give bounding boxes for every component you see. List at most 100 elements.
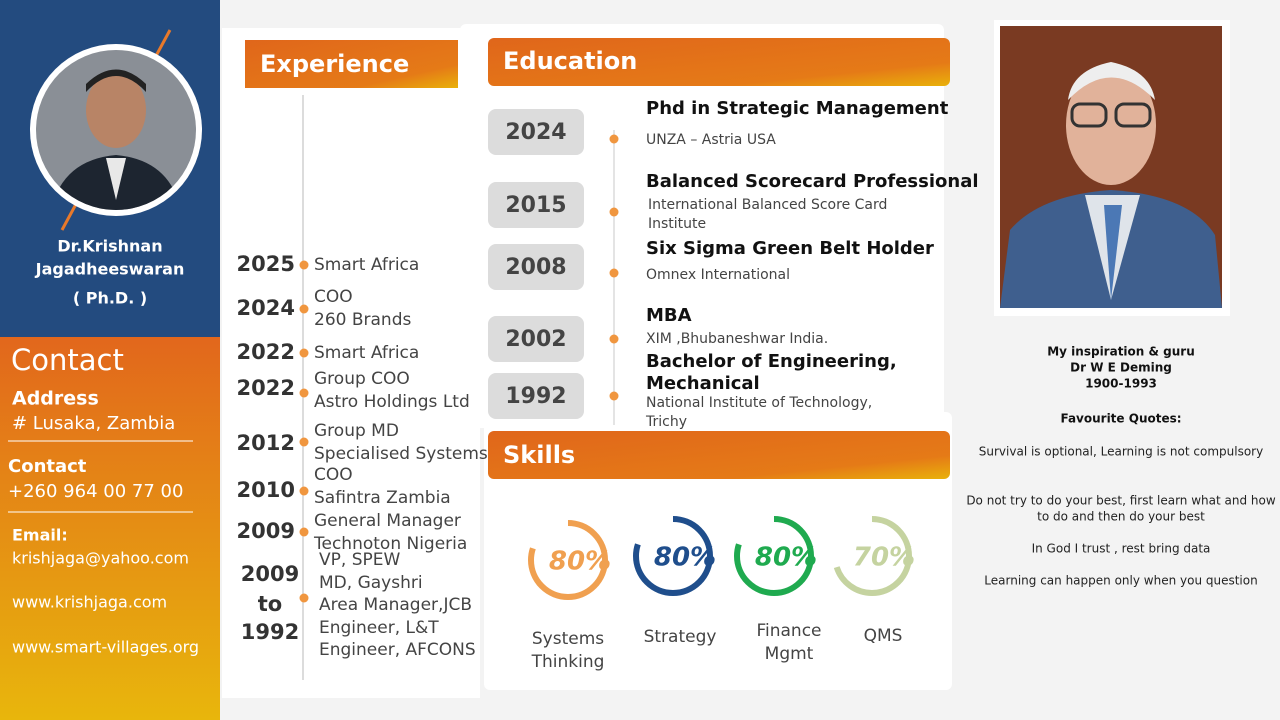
timeline-dot — [609, 334, 619, 344]
exp-line: COO — [314, 287, 353, 307]
quote: Survival is optional, Learning is not co… — [979, 445, 1263, 459]
exp-year: 2009 — [237, 519, 295, 543]
email: krishjaga@yahoo.com — [12, 549, 189, 568]
section-title: Skills — [503, 441, 575, 469]
name: Jagadheeswaran — [35, 260, 185, 279]
exp-line: VP, SPEW — [319, 550, 400, 570]
name: ( Ph.D. ) — [73, 289, 147, 308]
skills-panel — [484, 412, 952, 690]
exp-year: 2010 — [237, 478, 295, 502]
exp-year: 2012 — [237, 431, 295, 455]
exp-line: Smart Africa — [314, 255, 419, 275]
year-box — [488, 182, 584, 228]
section-title: Education — [503, 47, 637, 75]
edu-title: Balanced Scorecard Professional — [646, 171, 979, 192]
skill-name: QMS — [864, 626, 903, 646]
year-box — [488, 109, 584, 155]
exp-line: Safintra Zambia — [314, 488, 451, 508]
skill-gauge — [832, 516, 912, 596]
deming-photo — [1000, 26, 1222, 308]
skill-gauge — [633, 516, 713, 596]
year-box — [488, 316, 584, 362]
caption: My inspiration & guru — [1047, 345, 1195, 359]
exp-line: Engineer, AFCONS — [319, 640, 476, 660]
skill-name: Mgmt — [765, 644, 814, 664]
exp-year: 2009 — [241, 562, 299, 586]
exp-line: Astro Holdings Ltd — [314, 392, 470, 412]
quote: Learning can happen only when you questi… — [984, 574, 1257, 588]
edu-detail: Trichy — [645, 414, 687, 430]
timeline-dot — [609, 268, 619, 278]
exp-line: MD, Gayshri — [319, 573, 423, 593]
edu-detail: National Institute of Technology, — [646, 395, 872, 411]
exp-line: Smart Africa — [314, 343, 419, 363]
experience-panel — [222, 28, 480, 698]
skill-gauge — [528, 520, 608, 600]
edu-year: 2015 — [505, 193, 566, 218]
timeline-dot — [299, 437, 309, 447]
website: www.smart-villages.org — [12, 638, 199, 657]
edu-title: Six Sigma Green Belt Holder — [646, 238, 934, 259]
quote: to do and then do your best — [1037, 510, 1205, 524]
exp-line: Engineer, L&T — [319, 618, 439, 638]
skill-name: Finance — [756, 621, 821, 641]
exp-year: 1992 — [241, 620, 299, 644]
edu-title: Bachelor of Engineering, — [646, 351, 897, 372]
address-label: Address — [12, 388, 99, 410]
edu-year: 2024 — [505, 120, 566, 145]
exp-year: 2022 — [237, 376, 295, 400]
year-box — [488, 373, 584, 419]
timeline-dot — [609, 207, 619, 217]
skill-value: 80% — [549, 547, 611, 577]
exp-line: Group MD — [314, 421, 399, 441]
exp-line: Specialised Systems — [314, 444, 488, 464]
edu-detail: XIM ,Bhubaneshwar India. — [646, 331, 828, 347]
skill-gauge — [734, 516, 814, 596]
edu-detail: International Balanced Score Card — [648, 197, 887, 213]
exp-year: 2025 — [237, 252, 295, 276]
contact-title: Contact — [11, 343, 124, 377]
skills-header — [488, 431, 950, 479]
exp-line: General Manager — [314, 511, 461, 531]
timeline-dot — [299, 593, 309, 603]
education-header — [488, 38, 950, 86]
quote: In God I trust , rest bring data — [1032, 542, 1211, 556]
email-label: Email: — [12, 526, 68, 545]
avatar — [36, 50, 196, 210]
phone: +260 964 00 77 00 — [8, 481, 183, 502]
timeline-dot — [609, 391, 619, 401]
skill-name: Thinking — [531, 652, 605, 672]
exp-line: COO — [314, 465, 353, 485]
section-title: Experience — [260, 50, 409, 78]
timeline-dot — [609, 134, 619, 144]
exp-line: Technoton Nigeria — [313, 534, 467, 554]
skill-name: Strategy — [644, 627, 717, 647]
quotes-title: Favourite Quotes: — [1060, 412, 1181, 426]
caption: Dr W E Deming — [1070, 361, 1172, 375]
edu-title: Mechanical — [646, 373, 760, 394]
timeline-dot — [299, 348, 309, 358]
phone-label: Contact — [8, 456, 87, 477]
timeline-dot — [299, 527, 309, 537]
name: Dr.Krishnan — [57, 237, 162, 256]
year-box — [488, 244, 584, 290]
edu-year: 2002 — [505, 327, 566, 352]
edu-year: 2008 — [505, 255, 566, 280]
timeline-dot — [299, 304, 309, 314]
skill-name: Systems — [532, 629, 604, 649]
timeline-dot — [299, 486, 309, 496]
edu-detail: Institute — [648, 216, 706, 232]
quote: Do not try to do your best, first learn … — [966, 494, 1276, 508]
timeline-dot — [299, 260, 309, 270]
experience-header — [245, 40, 458, 88]
edu-detail: Omnex International — [646, 267, 790, 283]
edu-title: Phd in Strategic Management — [646, 98, 949, 119]
sidebar-bottom — [0, 337, 220, 720]
exp-line: 260 Brands — [314, 310, 411, 330]
exp-line: Group COO — [314, 369, 410, 389]
exp-year: 2022 — [237, 340, 295, 364]
skill-value: 80% — [654, 543, 716, 573]
edu-year: 1992 — [505, 384, 566, 409]
exp-line: Area Manager,JCB — [319, 595, 472, 615]
